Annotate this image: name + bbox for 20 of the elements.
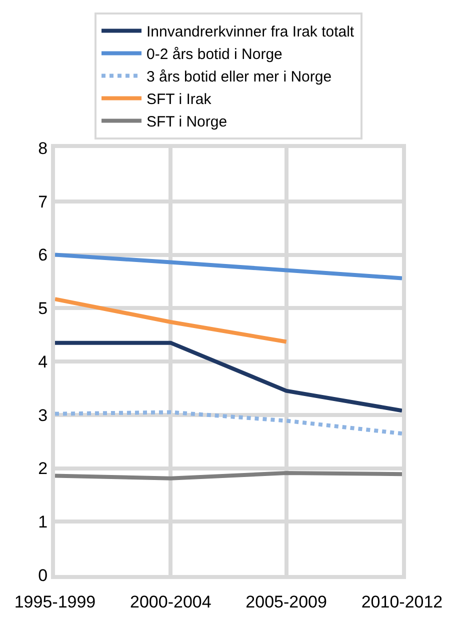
x-tick-label: 2005-2009 (246, 592, 327, 612)
x-tick-label: 1995-1999 (14, 592, 96, 612)
x-tick-label: 2010-2012 (361, 592, 443, 612)
y-tick-label: 7 (38, 192, 48, 212)
line-series (55, 410, 402, 436)
line-series (55, 252, 402, 280)
legend-label: SFT i Norge (146, 114, 228, 131)
y-tick-label: 0 (38, 566, 48, 585)
y-tick-label: 5 (38, 299, 48, 318)
y-tick-label: 1 (38, 512, 48, 532)
y-tick-label: 6 (38, 246, 48, 265)
y-tick-label: 8 (38, 138, 48, 158)
legend-label: 3 års botid eller mer i Norge (146, 68, 332, 86)
x-tick-label: 2000-2004 (130, 592, 212, 612)
legend-label: Innvandrerkvinner fra Irak totalt (146, 24, 355, 41)
y-tick-label: 3 (38, 406, 48, 425)
y-tick-label: 4 (38, 352, 48, 372)
legend-label: SFT i Irak (146, 91, 212, 108)
legend-label: 0-2 års botid i Norge (146, 46, 282, 64)
y-tick-label: 2 (38, 459, 48, 478)
